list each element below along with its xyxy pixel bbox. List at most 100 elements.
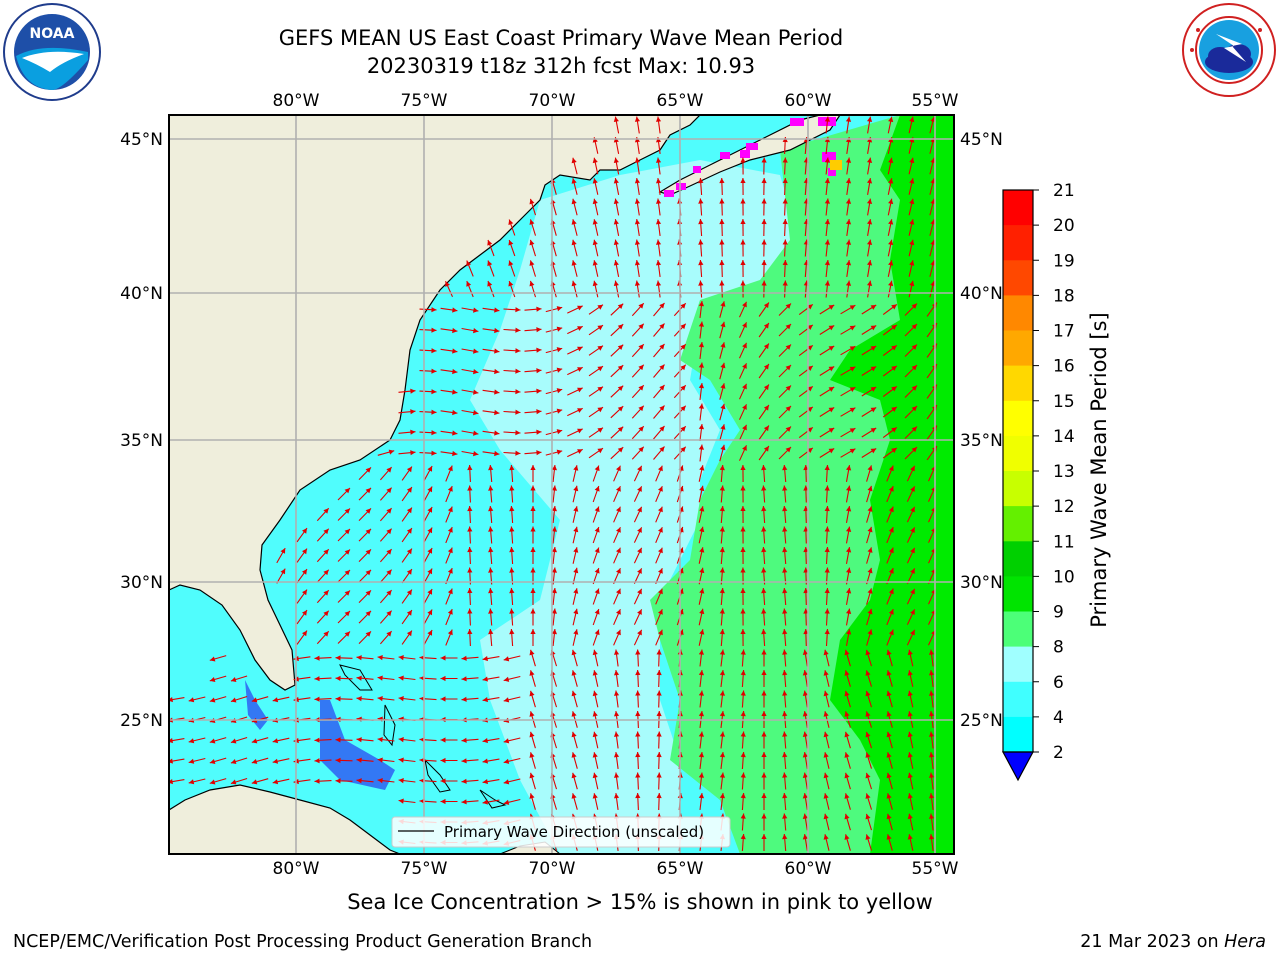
wave-arrow-head [802,711,808,717]
wave-arrow-head [845,239,852,245]
wave-arrow-head [398,655,404,661]
wave-arrow-head [761,280,767,286]
wave-arrow-head [509,506,515,512]
wave-arrow-head [740,793,746,799]
wave-arrow-head [699,485,705,492]
wave-arrow-head [929,834,935,840]
wave-arrow-head [785,385,791,391]
wave-arrow-head [828,407,835,413]
wave-arrow-head [849,346,856,351]
wave-arrow-head [573,588,579,594]
wave-arrow-head [447,527,453,533]
svg-text:65°W: 65°W [657,859,704,879]
wave-arrow-head [719,506,725,512]
wave-arrow-head [824,629,830,635]
wave-arrow-head [680,344,686,350]
wave-arrow-head [323,508,329,514]
wave-arrow-head [440,757,446,764]
wave-arrow-head [577,449,583,454]
wave-arrow-head [634,198,640,204]
wave-arrow-head [577,305,583,311]
wave-arrow-head [824,280,830,286]
wave-arrow-head [637,506,642,513]
wave-arrow-head [785,303,791,309]
wave-arrow-head [740,649,746,655]
wave-arrow-head [909,116,915,123]
wave-arrow-head [637,588,642,595]
wave-arrow-head [782,239,788,245]
wave-arrow-head [742,363,747,369]
wave-arrow-head [616,547,621,554]
wave-arrow-head [410,450,416,456]
noaa-logo-text: NOAA [30,26,75,42]
wave-arrow-head [740,670,746,676]
svg-text:40°N: 40°N [120,284,163,304]
colorbar-tick-label: 2 [1053,743,1064,763]
colorbar-band [1003,365,1033,402]
wave-arrow-head [386,569,392,576]
wave-arrow-head [910,486,915,492]
wave-arrow-head [335,696,341,702]
wave-arrow-head [597,304,603,310]
wave-arrow-head [529,731,535,738]
wave-arrow-head [509,588,515,594]
wave-arrow-head [280,568,286,575]
wave-arrow-head [845,178,852,184]
wave-arrow-head [314,676,320,682]
wave-arrow-head [323,569,329,576]
wave-arrow-head [344,508,350,514]
wave-arrow-head [891,427,897,433]
wave-arrow-head [698,383,704,389]
wave-arrow-head [844,752,850,758]
wave-arrow-head [388,449,395,455]
wave-arrow-head [785,426,791,432]
wave-arrow-head [870,366,877,372]
wave-arrow-head [344,529,350,535]
wave-arrow-head [846,506,852,512]
svg-text:25°N: 25°N [120,711,163,731]
wave-arrow-head [891,345,897,351]
wave-arrow-head [844,670,850,676]
wave-arrow-head [867,608,873,615]
wave-arrow-head [888,260,894,266]
wave-arrow-head [867,547,873,553]
wave-arrow-head [536,327,542,333]
wave-arrow-head [888,588,894,595]
wave-arrow-head [865,834,871,840]
wave-arrow-head [344,631,350,637]
wave-arrow-head [447,486,453,492]
wave-arrow-head [761,813,767,819]
wave-arrow-head [761,506,767,512]
wave-arrow-head [488,629,494,635]
wave-arrow-head [719,588,725,594]
wave-arrow-head [536,388,542,394]
wave-arrow-head [592,178,598,184]
wave-arrow-head [698,424,704,430]
wave-arrow-head [515,430,521,436]
wave-arrow-head [761,465,767,471]
wave-arrow-head [440,737,446,743]
wave-arrow-head [427,589,433,595]
wave-arrow-head [824,567,830,573]
wave-arrow-head [828,448,835,454]
wave-arrow-head [613,219,619,225]
wave-arrow-head [592,260,598,266]
wave-arrow-head [680,364,686,371]
wave-arrow-head [613,280,619,286]
wave-arrow-head [594,465,600,472]
wave-arrow-head [719,670,725,676]
wave-arrow-head [377,778,383,784]
wave-arrow-head [467,588,473,594]
wave-arrow-head [719,752,725,758]
wave-arrow-head [698,239,704,245]
wave-arrow-head [406,630,412,637]
wave-arrow-head [597,386,603,392]
wave-arrow-head [930,178,936,184]
wave-arrow-head [846,567,852,573]
wave-arrow-head [929,772,935,778]
wave-arrow-head [344,549,350,555]
wave-arrow-head [594,588,600,595]
wave-arrow-head [740,567,746,573]
colorbar-band [1003,330,1033,367]
wave-direction-arrows [169,116,938,852]
